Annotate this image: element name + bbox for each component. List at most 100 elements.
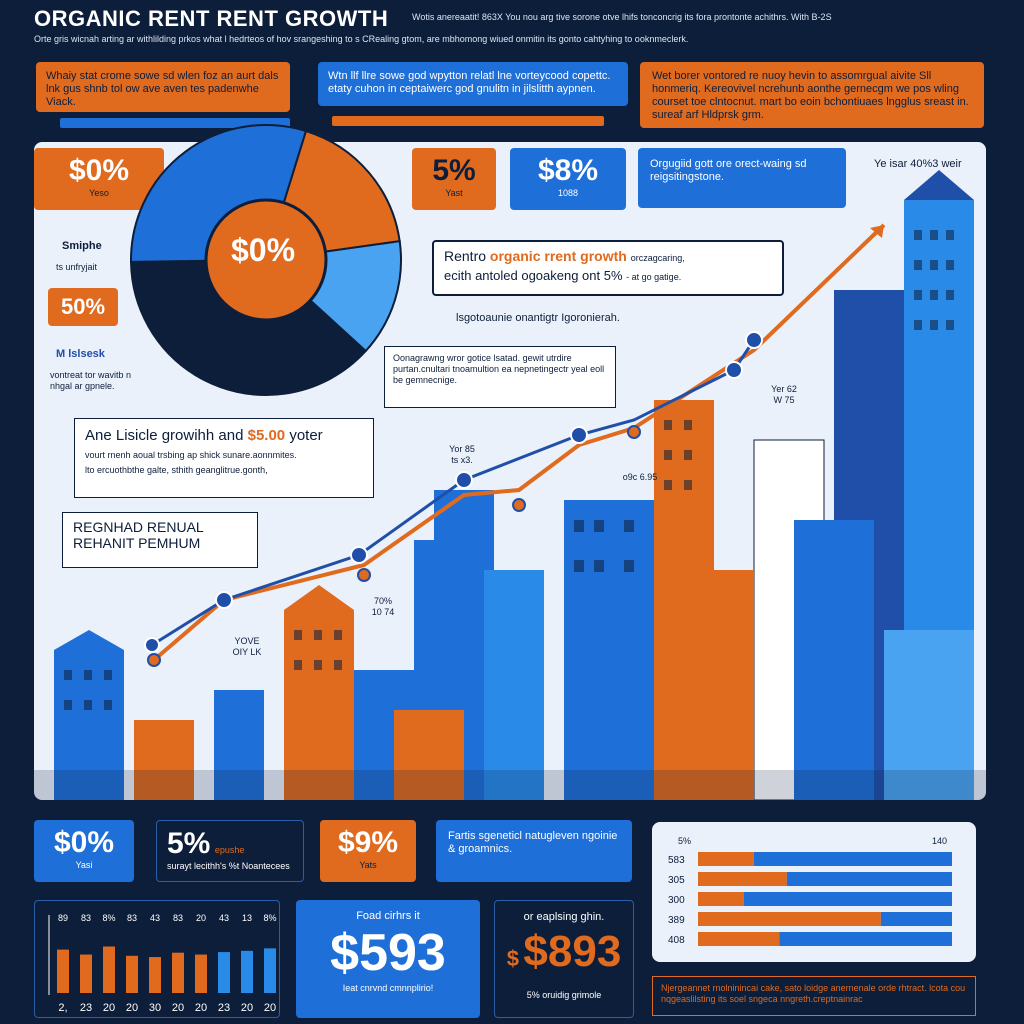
small-bar-bottom-label: 20 (172, 1002, 184, 1014)
stat-card-bottom-3: $9% Yats (320, 820, 416, 882)
stat-card-top-2: 5% Yast (412, 148, 496, 210)
pie-slice (193, 258, 368, 396)
small-bar-chart: 89 2, 83 23 8% 20 83 20 43 30 83 20 20 20 43 23 13 20 8% 20 (34, 900, 280, 1018)
small-bar (149, 957, 161, 993)
hbar-segment-blue (779, 932, 952, 946)
big-card-2-value: $893 (523, 927, 622, 976)
annotation-2: Yer 62 W 75 (754, 384, 814, 406)
small-bar (241, 950, 253, 993)
small-bar-top-label: 43 (150, 913, 160, 923)
title-note: Wotis anereaatit! 863X You nou arg tive … (412, 12, 832, 22)
small-bar-top-label: 8% (102, 913, 115, 923)
callout-top-text: Orgugiid gott ore orect-waing sd reigsit… (650, 158, 807, 183)
small-bar-top-label: 83 (127, 913, 137, 923)
regional-line2: REHANIT PEMHUM (73, 535, 201, 551)
hbar-segment-blue (880, 912, 952, 926)
small-bar-bottom-label: 23 (80, 1002, 92, 1014)
mid-callout-tail: orczagcaring, (630, 253, 685, 263)
stat-card-top-3-label: 1088 (557, 188, 579, 198)
stat-card-top-2-value: 5% (432, 154, 476, 187)
hbar-right-top: 140 (932, 836, 948, 846)
small-bar-top-label: 83 (173, 913, 183, 923)
small-bar (103, 946, 115, 993)
stat-card-bottom-1: $0% Yasi (34, 820, 134, 882)
big-card-2-currency: $ (506, 946, 519, 971)
desc-box-text: Oonagrawng wror gotice lsatad. gewit utr… (393, 353, 605, 385)
stat-card-top-1: $0% Yeso (34, 148, 164, 210)
stat-card-bottom-2-label: surayt lecithh's %t Noantecees (167, 861, 290, 871)
hbar-segment-blue (753, 852, 952, 866)
small-bar-bottom-label: 20 (195, 1002, 207, 1014)
hbar-row-label: 389 (668, 915, 685, 926)
label-fifty-value: 50% (60, 294, 106, 319)
label-fifty: 50% (48, 288, 118, 326)
growth-box-title-b: $5.00 (247, 427, 286, 444)
big-card-2: or eaplsing ghin. $ $893 5% oruidig grim… (494, 900, 634, 1018)
mid-callout: Rentro organic rrent growth orczagcaring… (432, 240, 784, 296)
top-note-2: Wtn llf llre sowe god wpytton relatl lne… (318, 62, 628, 106)
page-subtitle: Orte gris wicnah arting ar withlilding p… (34, 34, 689, 44)
footer-note: Njergeannet rnolninincai cake, sato loid… (652, 976, 976, 1016)
footer-note-text: Njergeannet rnolninincai cake, sato loid… (661, 983, 966, 1004)
desc-box: Oonagrawng wror gotice lsatad. gewit utr… (384, 346, 616, 408)
label-m-sub: vontreat tor wavitb n nhgal ar gpnele. (50, 370, 132, 391)
mid-callout-line2: ecith antoled ogoakeng ont 5% (444, 268, 623, 283)
stat-card-bottom-1-label: Yasi (75, 860, 93, 870)
regional-box: REGNHAD RENUAL REHANIT PEMHUM (62, 512, 258, 568)
growth-box-title-c: yoter (289, 427, 323, 444)
top-note-1: Whaiy stat crome sowe sd wlen foz an aur… (36, 62, 290, 112)
stat-card-bottom-1-value: $0% (53, 826, 115, 859)
stat-card-top-1-value: $0% (68, 154, 130, 187)
stat-card-top-2-label: Yast (445, 188, 463, 198)
mid-label: lsgotoaunie onantigtr Igoronierah. (456, 312, 620, 324)
cityscape (34, 170, 986, 800)
annotation-3-text: o9c (622, 472, 638, 482)
small-bar-top-label: 83 (81, 913, 91, 923)
hbar-row-label: 583 (668, 855, 685, 866)
annotation-4-sub: OIY LK (232, 647, 262, 657)
stat-card-bottom-2: 5% epushe surayt lecithh's %t Noantecees (156, 820, 304, 882)
small-bar-bottom-label: 20 (241, 1002, 253, 1014)
hbar-segment-orange (698, 892, 744, 906)
growth-box-line1: vourt rnenh aoual trsbing ap shick sunar… (85, 450, 297, 460)
hbar-segment-orange (698, 872, 787, 886)
pie-chart (129, 124, 402, 396)
annotation-3-sub: 6.95 (639, 472, 658, 482)
label-simple-sub: ts unfryjait (56, 262, 98, 272)
annotation-5: 70% 10 74 (358, 596, 408, 618)
big-card-1-label: Foad cirhrs it (356, 910, 420, 922)
small-bar-chart-svg: 89 2, 83 23 8% 20 83 20 43 30 83 20 20 20 43 23 13 20 8% 20 (48, 913, 277, 1014)
small-bar-bottom-label: 30 (149, 1002, 161, 1014)
small-bar-bottom-label: 20 (264, 1002, 276, 1014)
top-note-3: Wet borer vontored re nuoy hevin to asso… (640, 62, 984, 128)
annotation-5-sub: 10 74 (371, 607, 395, 617)
hbar-segment-orange (698, 932, 780, 946)
annotation-1-text: Yor 85 (449, 444, 475, 454)
hbar-row-label: 305 (668, 875, 685, 886)
hbar-row-label: 408 (668, 935, 685, 946)
small-bar (195, 954, 207, 993)
hbar-segment-orange (698, 852, 754, 866)
annotation-5-text: 70% (373, 596, 392, 606)
top-note-1-bar (60, 118, 290, 128)
top-note-2-text: Wtn llf llre sowe god wpytton relatl lne… (328, 70, 611, 95)
hbar-chart-svg: 583 305 300 389 408 (668, 852, 952, 946)
top-note-3-text: Wet borer vontored re nuoy hevin to asso… (652, 70, 969, 121)
annotation-2-sub: W 75 (773, 395, 795, 405)
hbar-chart: 583 305 300 389 408 5% 140 (652, 822, 976, 962)
stat-card-bottom-3-value: $9% (337, 826, 399, 859)
annotation-3: o9c 6.95 (600, 472, 680, 483)
mid-callout-highlight: organic rrent growth (489, 248, 627, 264)
big-card-2-label: or eaplsing ghin. (523, 911, 605, 923)
stat-card-top-3: $8% 1088 (510, 148, 626, 210)
annotation-1: Yor 85 ts x3. (432, 444, 492, 466)
hbar-segment-blue (786, 872, 952, 886)
small-bar-top-label: 13 (242, 913, 252, 923)
small-bar-bottom-label: 20 (126, 1002, 138, 1014)
regional-line1: REGNHAD RENUAL (73, 519, 204, 535)
small-bar (126, 955, 138, 993)
small-bar-bottom-label: 20 (103, 1002, 115, 1014)
small-bar-bottom-label: 23 (218, 1002, 230, 1014)
growth-box-title-a: Ane Lisicle growihh and (85, 427, 244, 444)
annotation-4: YOVE OIY LK (222, 636, 272, 658)
